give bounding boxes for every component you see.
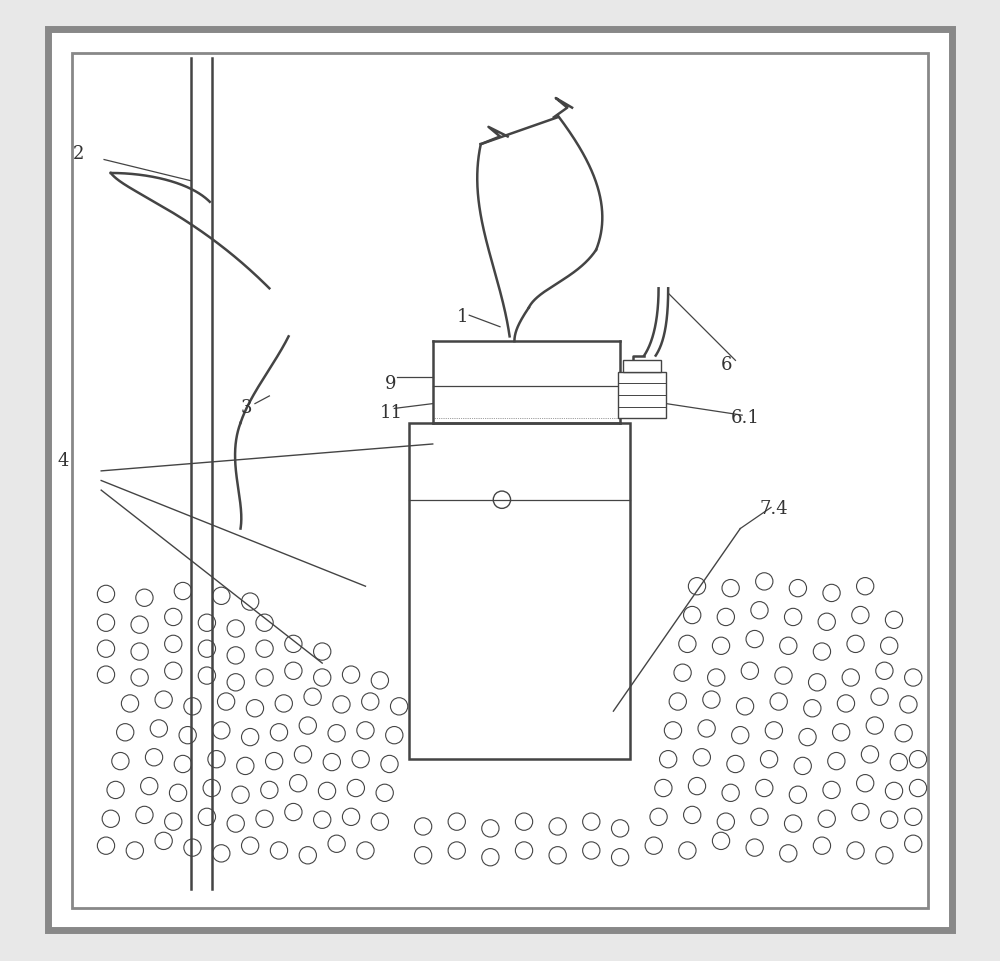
- Text: 11: 11: [380, 405, 403, 422]
- Text: 3: 3: [241, 400, 252, 417]
- Text: 2: 2: [72, 145, 84, 162]
- Bar: [618, 372, 666, 418]
- Text: 4: 4: [58, 453, 69, 470]
- Text: 9: 9: [385, 376, 396, 393]
- Bar: [623, 360, 661, 372]
- Text: 1: 1: [457, 308, 468, 326]
- Text: 6: 6: [721, 357, 733, 374]
- Bar: [409, 423, 630, 759]
- Text: 7.4: 7.4: [759, 501, 788, 518]
- Text: 6.1: 6.1: [731, 409, 760, 427]
- Bar: [72, 53, 928, 908]
